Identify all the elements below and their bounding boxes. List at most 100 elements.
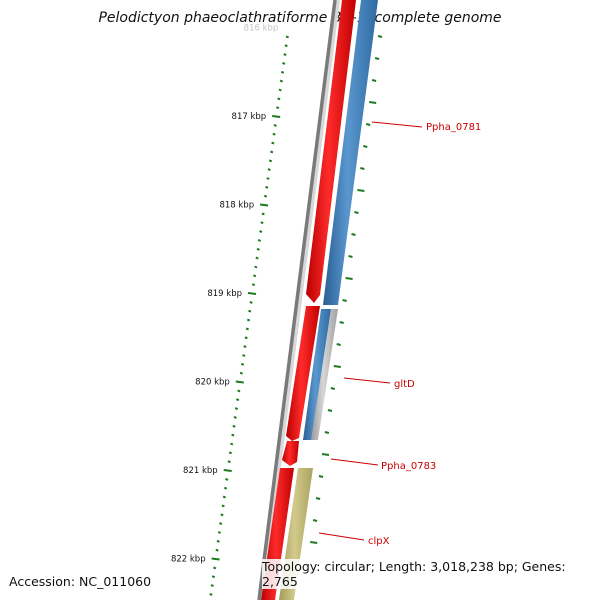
inner-tick (324, 431, 330, 434)
tick-label: 816 kbp (244, 24, 279, 34)
inner-tick (336, 343, 341, 346)
inner-tick (348, 255, 353, 258)
inner-tick (327, 409, 333, 412)
tick-label: 822 kbp (171, 555, 206, 565)
inner-tick (351, 233, 356, 236)
minor-tick (242, 354, 246, 357)
inner-tick (360, 167, 365, 170)
minor-tick (237, 389, 241, 393)
major-tick (259, 203, 269, 207)
minor-tick (279, 79, 283, 83)
accession-text: Accession: NC_011060 (9, 574, 152, 589)
minor-tick (257, 238, 262, 242)
minor-tick (240, 362, 245, 366)
minor-tick (225, 477, 229, 481)
minor-tick (267, 168, 271, 172)
gene-label-ppha-0781: Ppha_0781 (426, 122, 481, 133)
minor-tick (221, 504, 225, 508)
tick-label: 820 kbp (195, 378, 230, 388)
inner-tick (315, 497, 321, 500)
minor-tick (251, 283, 256, 287)
backbone-line (257, 0, 337, 600)
minor-tick (272, 132, 276, 136)
backbone-outline (258, 0, 340, 600)
gene-label-ppha-0783: Ppha_0783 (381, 461, 436, 472)
minor-tick (270, 150, 274, 154)
minor-tick (222, 495, 226, 499)
minor-tick (284, 44, 288, 48)
major-tick (223, 469, 232, 472)
tick-label: 819 kbp (207, 289, 242, 299)
minor-tick (254, 265, 258, 269)
minor-tick (223, 486, 228, 490)
cds-reverse-segment-1 (306, 0, 356, 303)
inner-tick (354, 211, 359, 214)
inner-tick (345, 277, 353, 280)
minor-tick (282, 61, 286, 65)
minor-tick (246, 318, 251, 322)
minor-tick (243, 345, 247, 349)
minor-tick (245, 327, 249, 331)
minor-tick (215, 548, 219, 552)
minor-tick (227, 460, 231, 464)
minor-tick (253, 274, 257, 278)
minor-tick (230, 442, 234, 446)
minor-tick (209, 592, 213, 596)
tick-label: 821 kbp (183, 466, 218, 476)
cds-forward-gltd-gray (311, 309, 338, 440)
minor-tick (231, 433, 235, 437)
minor-tick (216, 539, 220, 543)
major-tick (272, 115, 281, 118)
leader-line-clpx (318, 532, 365, 541)
major-tick (235, 380, 244, 384)
inner-tick (330, 387, 336, 390)
leader-line-ppha-0781 (371, 121, 423, 128)
minor-tick (228, 451, 232, 455)
minor-tick (278, 88, 282, 92)
scale-ticks (209, 35, 383, 596)
cds-forward-ppha-0781 (323, 0, 378, 305)
inner-tick (342, 299, 347, 302)
minor-tick (213, 566, 217, 570)
leader-line-gltd (343, 377, 391, 384)
cds-forward-gltd-blue (303, 309, 331, 440)
inner-tick (318, 475, 324, 478)
minor-tick (273, 123, 277, 127)
cds-reverse-segment-3 (282, 441, 299, 466)
minor-tick (285, 35, 289, 39)
leader-line-ppha-0783 (330, 458, 379, 466)
minor-tick (210, 584, 214, 588)
minor-tick (236, 398, 240, 402)
minor-tick (283, 53, 287, 57)
inner-tick (369, 101, 377, 104)
inner-tick (374, 57, 380, 60)
minor-tick (244, 336, 248, 340)
major-tick (247, 292, 257, 295)
inner-tick (310, 541, 318, 544)
minor-tick (280, 70, 285, 74)
minor-tick (233, 415, 237, 419)
inner-tick (377, 35, 383, 38)
minor-tick (255, 256, 259, 260)
minor-tick (217, 531, 222, 534)
inner-tick (333, 365, 341, 368)
tick-label: 817 kbp (232, 112, 267, 122)
gene-label-clpx: clpX (368, 536, 390, 547)
minor-tick (219, 522, 223, 526)
cds-reverse-segment-2 (286, 306, 320, 441)
gene-label-gltd: gltD (394, 379, 415, 390)
minor-tick (249, 300, 253, 304)
gene-labels: Ppha_0781 gltD Ppha_0783 clpX (368, 122, 481, 547)
tick-label: 818 kbp (219, 201, 254, 211)
minor-tick (248, 309, 252, 313)
minor-tick (256, 247, 260, 251)
map-title: Pelodictyon phaeoclathratiforme BU-1, co… (98, 10, 502, 26)
inner-tick (363, 145, 368, 148)
scale-tick-labels: 816 kbp 817 kbp 818 kbp 819 kbp 820 kbp 821 k… (171, 24, 278, 565)
minor-tick (271, 141, 275, 145)
minor-tick (239, 371, 243, 375)
minor-tick (276, 106, 280, 110)
inner-tick (371, 79, 377, 82)
minor-tick (268, 159, 273, 163)
